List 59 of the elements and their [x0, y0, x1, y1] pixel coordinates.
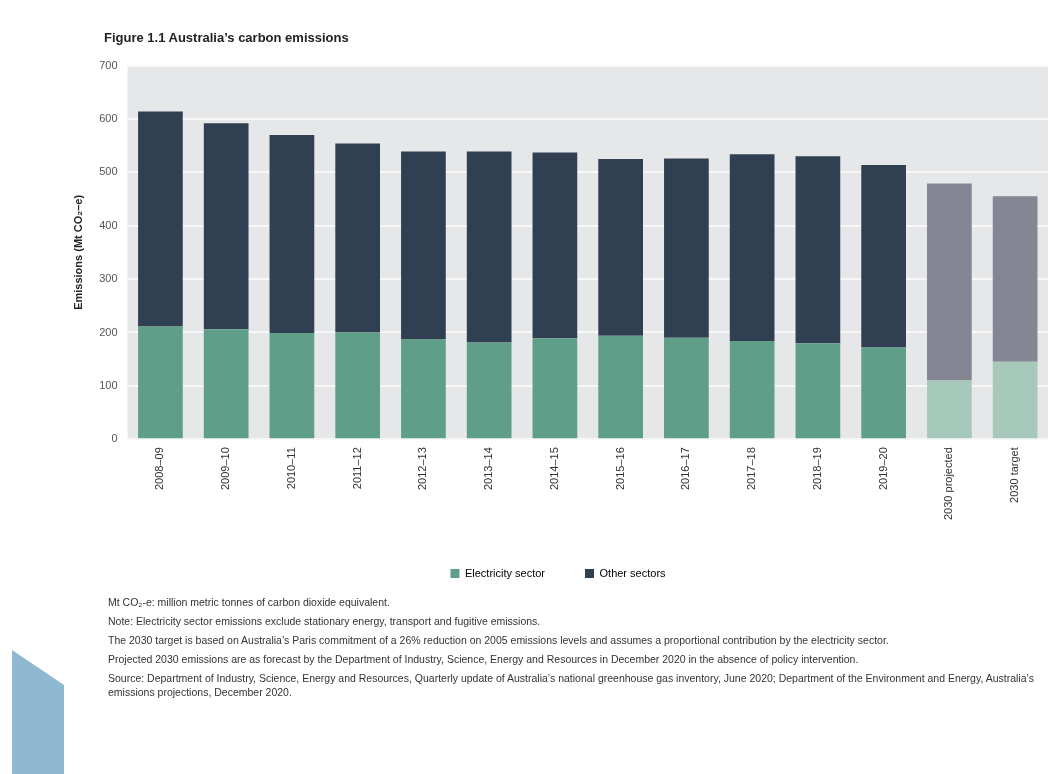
x-tick-label: 2016–17 — [679, 447, 692, 491]
y-tick-label: 300 — [99, 272, 118, 285]
bar — [927, 183, 972, 381]
x-tick-label: 2030 projected — [942, 447, 955, 520]
text: The 2030 target is based on Australia’s Paris commitment of a 26% reduction on 2005 emissions levels and assumes a proportional contribution by the electricity sector. — [108, 633, 890, 647]
legend-label: Electricity sector — [464, 566, 546, 579]
text: Note: Electricity sector emissions exclude stationary energy, transport and fugitive emissions. — [108, 614, 542, 628]
x-tick-label: 2018–19 — [810, 447, 823, 491]
bar — [927, 380, 972, 439]
y-tick-label: 700 — [99, 58, 118, 71]
x-tick-label: 2010–11 — [284, 447, 297, 490]
bar — [532, 152, 578, 339]
y-tick-label: 600 — [99, 112, 118, 125]
bar — [532, 338, 578, 439]
bar — [138, 326, 183, 439]
x-tick-label: 2017–18 — [745, 447, 758, 491]
x-tick-label: 2008–09 — [153, 447, 166, 491]
text: Mt CO₂-e: million metric tonnes of carbon dioxide equivalent. — [108, 595, 391, 609]
chart-title: Figure 1.1 Australia’s carbon emissions — [104, 30, 350, 45]
y-tick-label: 100 — [99, 378, 118, 391]
x-tick-label: 2009–10 — [219, 447, 232, 491]
bar — [664, 158, 709, 338]
source-note: Source: Department of Industry, Science, Energy and Resources, Quarterly update of Australia’s national greenhouse gas inventory, June 2020; Department of the Environment and Energy, Australia’s emissions projections, December 2020. — [108, 671, 1035, 699]
x-tick-label: 2011–12 — [350, 447, 363, 490]
bar — [401, 151, 446, 340]
bar — [269, 134, 315, 334]
bar — [861, 164, 906, 348]
bar — [992, 196, 1038, 362]
y-axis-title: Emissions (Mt CO₂–e) — [71, 194, 84, 310]
x-tick-label: 2019–20 — [876, 447, 889, 491]
bar — [598, 159, 643, 336]
x-tick-label: 2012–13 — [416, 447, 429, 491]
bar — [729, 154, 775, 342]
bar — [203, 329, 249, 439]
bar — [335, 143, 381, 333]
x-tick-label: 2014–15 — [547, 447, 560, 491]
bar — [401, 339, 446, 439]
bar — [729, 341, 775, 439]
text: Projected 2030 emissions are as forecast by the Department of Industry, Science, Energy and Resources in December 2020 in the absence of policy intervention. — [108, 652, 860, 666]
y-tick-label: 500 — [99, 165, 118, 178]
x-tick-label: 2030 target — [1008, 447, 1021, 503]
x-tick-label: 2015–16 — [613, 447, 626, 491]
bar — [466, 342, 512, 439]
bar — [335, 332, 381, 439]
bar — [795, 343, 841, 439]
bar — [598, 335, 643, 439]
bar — [861, 347, 906, 439]
y-tick-label: 400 — [99, 218, 118, 231]
bar — [138, 111, 183, 327]
y-tick-label: 200 — [99, 325, 118, 338]
y-tick-label: 0 — [111, 432, 118, 445]
bar — [269, 333, 315, 439]
bar — [203, 123, 249, 330]
legend-label: Other sectors — [599, 566, 667, 579]
bar — [664, 337, 709, 439]
bar — [992, 361, 1038, 439]
bar — [795, 156, 841, 344]
bar — [466, 151, 512, 343]
x-tick-label: 2013–14 — [482, 447, 495, 491]
